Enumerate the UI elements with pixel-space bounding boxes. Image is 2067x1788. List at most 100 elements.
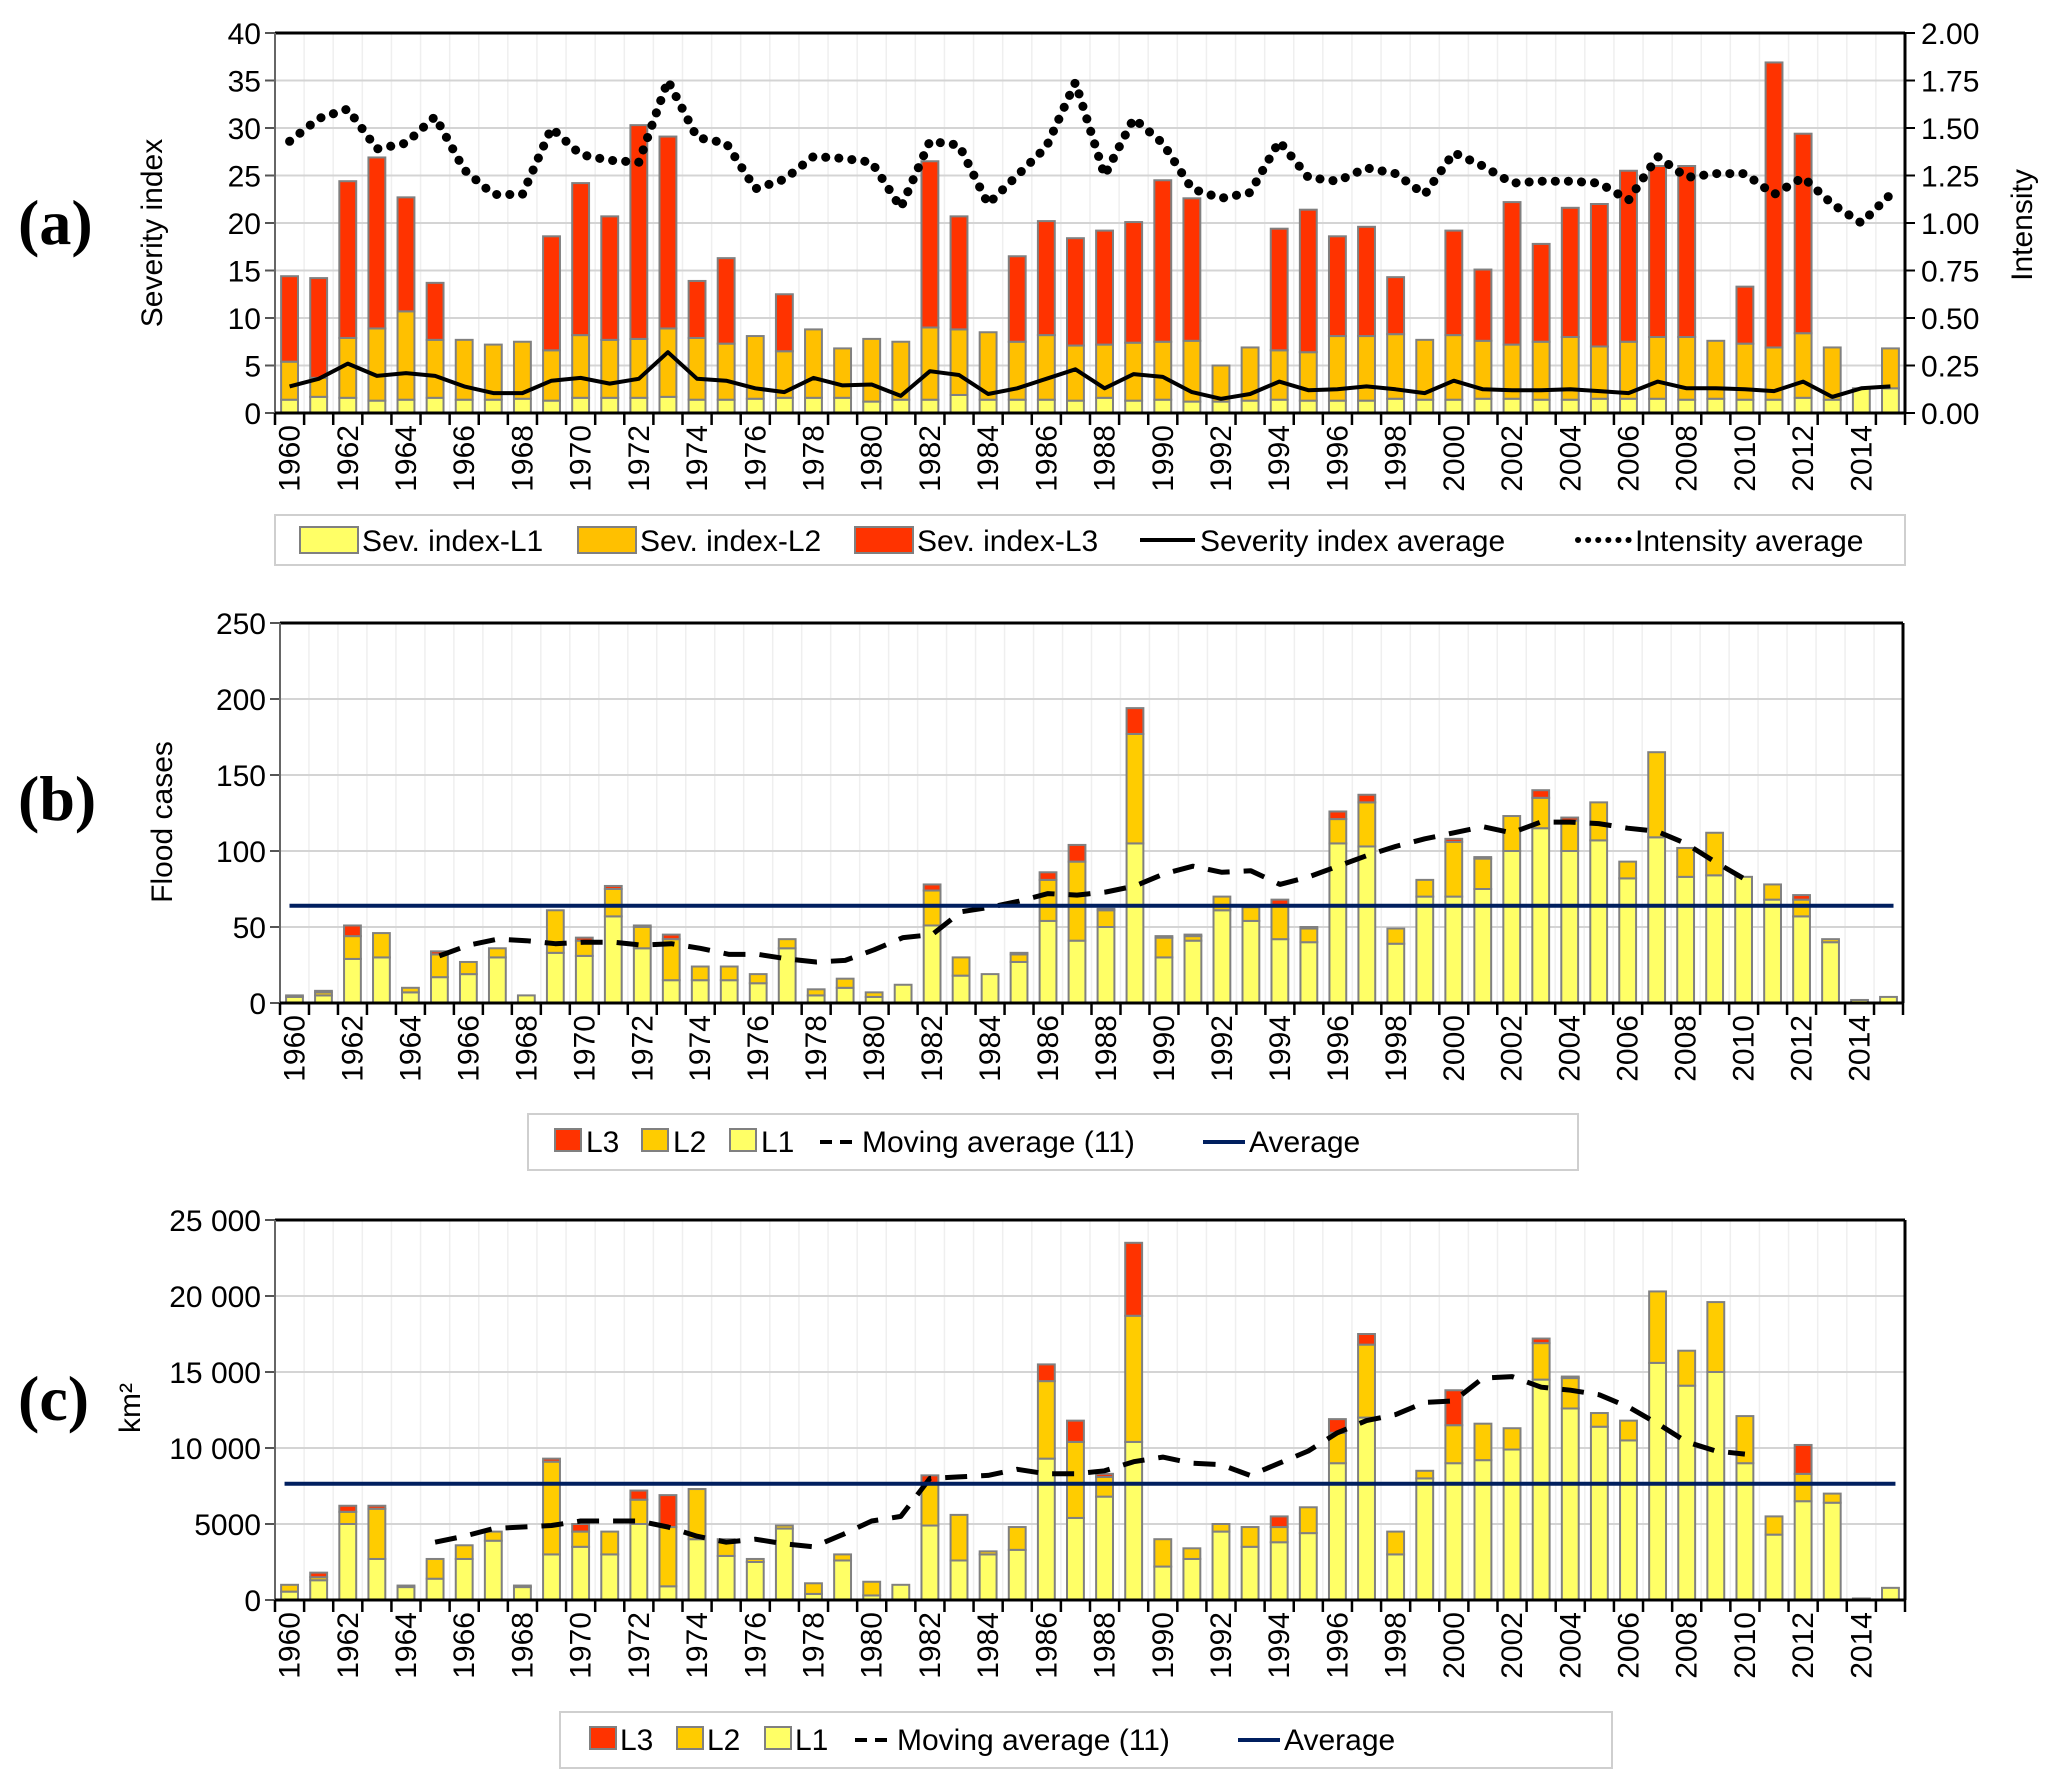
bar-segment-l3: [629, 1489, 649, 1501]
bar-segment-sev-index-l1: [1007, 398, 1027, 415]
panel-c-grid: [274, 1219, 1906, 1600]
bar-segment-l1: [1212, 909, 1232, 1005]
bar-segment-l1: [687, 1538, 707, 1601]
x-tick-label: 1984: [972, 1612, 1005, 1679]
bar-segment-sev-index-l1: [978, 398, 998, 415]
bar-segment-sev-index-l2: [1298, 351, 1318, 402]
bar-segment-l3: [314, 989, 333, 994]
bar-segment-sev-index-l2: [978, 331, 998, 401]
bar-segment-sev-index-l1: [1560, 398, 1580, 415]
bar-segment-l2: [1009, 953, 1029, 963]
x-tick-label: 2010: [1729, 1612, 1762, 1679]
bar-segment-l1: [1589, 839, 1609, 1004]
bar-segment-l2: [1095, 1475, 1114, 1498]
bar-segment-sev-index-l3: [1677, 165, 1697, 338]
bar-segment-l3: [661, 933, 681, 941]
bar-segment-sev-index-l1: [1036, 398, 1056, 415]
bar-segment-sev-index-l1: [1793, 396, 1813, 414]
bar-segment-l2: [1415, 878, 1435, 898]
legend-label-sev-l1: Sev. index-L1: [362, 525, 543, 558]
bar-segment-l2: [542, 1460, 561, 1556]
bar-segment-l2: [1792, 898, 1811, 918]
bar-segment-l3: [1299, 926, 1319, 930]
bar-segment-l1: [833, 1559, 853, 1601]
bar-segment-l3: [1124, 1241, 1144, 1317]
bar-segment-sev-index-l2: [542, 349, 561, 402]
bar-segment-l1: [1706, 1371, 1726, 1601]
legend-label-l2: L2: [707, 1724, 740, 1757]
bar-segment-sev-index-l2: [425, 338, 445, 399]
legend-swatch-sev-l3: [854, 526, 914, 554]
y-tick-label: 100: [216, 836, 266, 869]
bar-segment-l2: [1589, 1412, 1609, 1428]
bar-segment-sev-index-l1: [1415, 398, 1435, 415]
bar-segment-sev-index-l2: [396, 310, 416, 401]
bar-segment-l2: [748, 973, 768, 985]
x-tick-label: 1998: [1380, 1612, 1413, 1679]
bar-segment-l3: [1560, 1375, 1580, 1380]
bar-segment-sev-index-l3: [309, 277, 329, 379]
x-tick-label: 2014: [1845, 425, 1878, 492]
bar-segment-l3: [603, 884, 623, 891]
bar-segment-l3: [367, 1504, 387, 1510]
bar-segment-l1: [1096, 926, 1116, 1004]
bar-segment-l2: [1619, 1419, 1638, 1442]
panel-a-chart: (a) Severity index Intensity 0 5 10 15 20 25 3…: [18, 18, 2039, 566]
bar-segment-l2: [1647, 751, 1667, 839]
bar-segment-sev-index-l1: [1706, 397, 1726, 414]
y-tick-label: 0: [244, 1585, 261, 1618]
bar-segment-l1: [1269, 1541, 1289, 1601]
bar-segment-l2: [1677, 1349, 1697, 1387]
bar-segment-sev-index-l1: [862, 400, 882, 415]
bar-segment-l3: [1095, 1472, 1114, 1478]
bar-segment-l2: [338, 1510, 358, 1525]
bar-segment-sev-index-l1: [1589, 397, 1609, 414]
bar-segment-l3: [1154, 935, 1174, 939]
bar-segment-l3: [1793, 1443, 1813, 1475]
bar-segment-sev-index-l1: [542, 399, 561, 414]
y-tick-label: 15 000: [169, 1357, 261, 1390]
bar-segment-l3: [1531, 789, 1551, 799]
bar-segment-sev-index-l2: [1444, 334, 1464, 401]
bar-segment-l1: [1154, 956, 1174, 1005]
bar-segment-l3: [1444, 1389, 1464, 1427]
x-tick-label: 1996: [1321, 1612, 1354, 1679]
bar-segment-sev-index-l3: [1357, 225, 1376, 338]
bar-segment-l1: [425, 1577, 445, 1601]
y-tick-label: 5000: [194, 1509, 261, 1542]
panel-c-legend: L3 L2 L1 Moving average (11) Average: [559, 1711, 1613, 1769]
x-tick-label: 1968: [506, 1612, 539, 1679]
x-tick-label: 1974: [681, 425, 714, 492]
bar-segment-sev-index-l3: [1182, 197, 1202, 342]
bar-segment-l3: [1269, 1515, 1289, 1529]
bar-segment-l2: [1444, 1424, 1464, 1465]
bar-segment-sev-index-l2: [367, 327, 387, 402]
panel-b-yticks: 0 50 100 150 200 250: [216, 608, 266, 1021]
bar-segment-l1: [372, 956, 391, 1005]
y-tick-label: 200: [216, 684, 266, 717]
bar-segment-sev-index-l3: [1095, 229, 1114, 346]
bar-segment-l2: [920, 1483, 940, 1527]
bar-segment-l2: [719, 965, 739, 982]
bar-segment-l1: [1502, 1448, 1522, 1602]
bar-segment-sev-index-l3: [542, 235, 561, 352]
bar-segment-l1: [1881, 1586, 1900, 1601]
bar-segment-l3: [343, 924, 362, 938]
x-tick-label: 1982: [916, 1015, 949, 1082]
legend-swatch-l1: [764, 1726, 792, 1750]
x-tick-label: 1992: [1205, 1612, 1238, 1679]
y2-tick-label: 2.00: [1921, 18, 1979, 51]
bar-segment-sev-index-l3: [600, 215, 620, 341]
legend-label-l2: L2: [673, 1126, 706, 1159]
legend-label-severity-average: Severity index average: [1200, 525, 1505, 558]
bar-segment-sev-index-l2: [949, 328, 969, 396]
panel-a-grid: [274, 32, 1906, 413]
bar-segment-sev-index-l2: [658, 327, 678, 398]
legend-label-average: Average: [1249, 1126, 1360, 1159]
panel-a-y2ticks: 0.00 0.25 0.50 0.75 1.00 1.25 1.50 1.75 2.00: [1921, 18, 1979, 431]
x-tick-label: 1972: [623, 1612, 656, 1679]
x-tick-label: 1978: [798, 1612, 831, 1679]
x-tick-label: 1998: [1380, 425, 1413, 492]
bar-segment-l1: [1734, 875, 1754, 1005]
bar-segment-sev-index-l2: [1881, 347, 1900, 390]
